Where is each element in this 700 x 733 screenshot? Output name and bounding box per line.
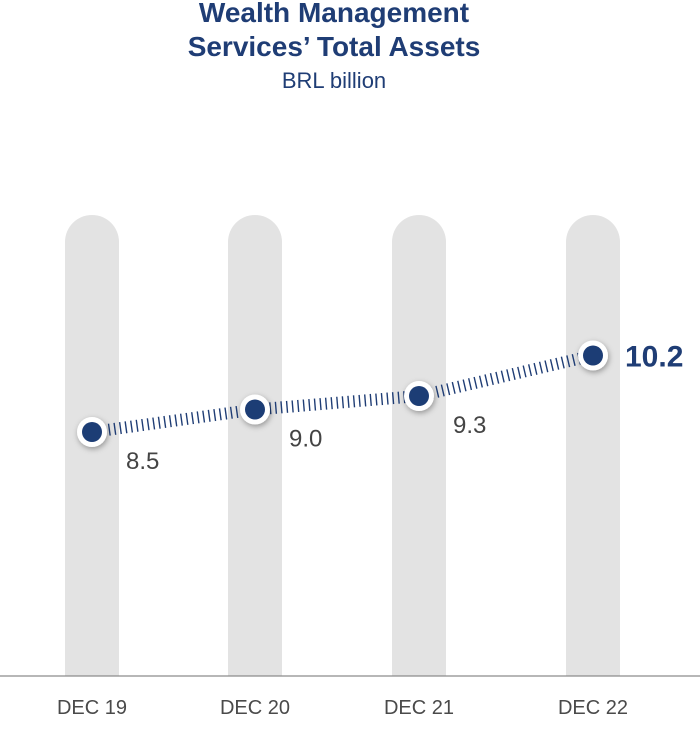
data-label: 9.0 [289, 426, 322, 453]
chart-title-line-1: Wealth Management [198, 0, 470, 28]
data-point [404, 381, 434, 411]
x-tick-label: DEC 19 [57, 697, 127, 719]
data-label: 8.5 [126, 448, 159, 475]
x-tick-label: DEC 22 [558, 697, 628, 719]
column-background [228, 215, 282, 676]
data-point [77, 417, 107, 447]
x-tick-label: DEC 20 [220, 697, 290, 719]
data-point [240, 394, 270, 425]
series-line [91, 349, 595, 438]
chart-title-line-2: Services’ Total Assets [187, 31, 481, 62]
column-background [566, 215, 620, 676]
data-label-highlight: 10.2 [625, 341, 683, 374]
data-label: 9.3 [453, 412, 486, 439]
column-background [392, 215, 446, 676]
column-background [65, 215, 119, 676]
chart-subtitle: BRL billion [281, 68, 387, 93]
x-tick-label: DEC 21 [384, 697, 454, 719]
data-point [578, 340, 608, 371]
